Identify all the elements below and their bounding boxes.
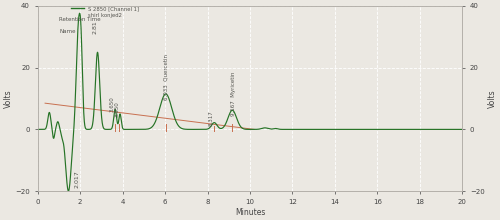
X-axis label: Minutes: Minutes — [235, 207, 265, 216]
Text: 6.033  Quercetin: 6.033 Quercetin — [164, 54, 168, 100]
Y-axis label: Volts: Volts — [488, 89, 496, 108]
Text: 9.167  Myricetin: 9.167 Myricetin — [230, 71, 235, 116]
Text: S 2850 [Channel 1]: S 2850 [Channel 1] — [88, 7, 138, 12]
Text: 2.017: 2.017 — [74, 170, 80, 188]
Text: 3.850: 3.850 — [115, 101, 120, 117]
Text: 3.650: 3.650 — [110, 97, 115, 112]
Y-axis label: Volts: Volts — [4, 89, 13, 108]
Text: Retention Time: Retention Time — [60, 17, 101, 22]
Text: 8.317: 8.317 — [208, 110, 214, 126]
Text: 2.81: 2.81 — [93, 20, 98, 34]
Text: Name: Name — [60, 29, 76, 34]
Text: shirl konjed2: shirl konjed2 — [88, 13, 122, 18]
